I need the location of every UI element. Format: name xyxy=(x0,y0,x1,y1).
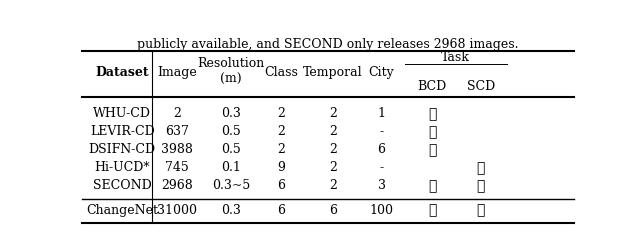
Text: Class: Class xyxy=(264,66,298,79)
Text: 0.1: 0.1 xyxy=(221,161,241,174)
Text: City: City xyxy=(369,66,394,79)
Text: 0.3: 0.3 xyxy=(221,204,241,217)
Text: 2: 2 xyxy=(329,107,337,120)
Text: 2: 2 xyxy=(277,107,285,120)
Text: -: - xyxy=(380,125,383,138)
Text: ✓: ✓ xyxy=(428,143,436,157)
Text: Dataset: Dataset xyxy=(95,66,149,79)
Text: 2: 2 xyxy=(277,143,285,156)
Text: Resolution: Resolution xyxy=(198,57,265,70)
Text: 1: 1 xyxy=(378,107,385,120)
Text: 31000: 31000 xyxy=(157,204,196,217)
Text: Image: Image xyxy=(157,66,196,79)
Text: 0.3~5: 0.3~5 xyxy=(212,179,250,192)
Text: 2: 2 xyxy=(329,161,337,174)
Text: WHU-CD: WHU-CD xyxy=(93,107,151,120)
Text: ✓: ✓ xyxy=(428,179,436,193)
Text: BCD: BCD xyxy=(417,80,447,93)
Text: 3: 3 xyxy=(378,179,385,192)
Text: DSIFN-CD: DSIFN-CD xyxy=(88,143,156,156)
Text: 2: 2 xyxy=(329,143,337,156)
Text: SCD: SCD xyxy=(467,80,495,93)
Text: publicly available, and SECOND only releases 2968 images.: publicly available, and SECOND only rele… xyxy=(137,38,519,51)
Text: 2968: 2968 xyxy=(161,179,193,192)
Text: ChangeNet: ChangeNet xyxy=(86,204,158,217)
Text: ✓: ✓ xyxy=(428,203,436,217)
Text: 6: 6 xyxy=(378,143,385,156)
Text: 745: 745 xyxy=(165,161,189,174)
Text: 2: 2 xyxy=(173,107,180,120)
Text: Task: Task xyxy=(442,51,470,64)
Text: LEVIR-CD: LEVIR-CD xyxy=(90,125,154,138)
Text: 637: 637 xyxy=(164,125,189,138)
Text: Temporal: Temporal xyxy=(303,66,363,79)
Text: 6: 6 xyxy=(329,204,337,217)
Text: 100: 100 xyxy=(369,204,394,217)
Text: ✓: ✓ xyxy=(428,107,436,121)
Text: ✓: ✓ xyxy=(428,125,436,139)
Text: 0.5: 0.5 xyxy=(221,125,241,138)
Text: 2: 2 xyxy=(329,179,337,192)
Text: 6: 6 xyxy=(277,204,285,217)
Text: 9: 9 xyxy=(277,161,285,174)
Text: 2: 2 xyxy=(329,125,337,138)
Text: SECOND: SECOND xyxy=(93,179,152,192)
Text: 6: 6 xyxy=(277,179,285,192)
Text: 3988: 3988 xyxy=(161,143,193,156)
Text: ✓: ✓ xyxy=(477,161,485,175)
Text: 0.3: 0.3 xyxy=(221,107,241,120)
Text: 0.5: 0.5 xyxy=(221,143,241,156)
Text: Hi-UCD*: Hi-UCD* xyxy=(94,161,150,174)
Text: ✓: ✓ xyxy=(477,203,485,217)
Text: -: - xyxy=(380,161,383,174)
Text: 2: 2 xyxy=(277,125,285,138)
Text: ✓: ✓ xyxy=(477,179,485,193)
Text: (m): (m) xyxy=(220,73,242,86)
